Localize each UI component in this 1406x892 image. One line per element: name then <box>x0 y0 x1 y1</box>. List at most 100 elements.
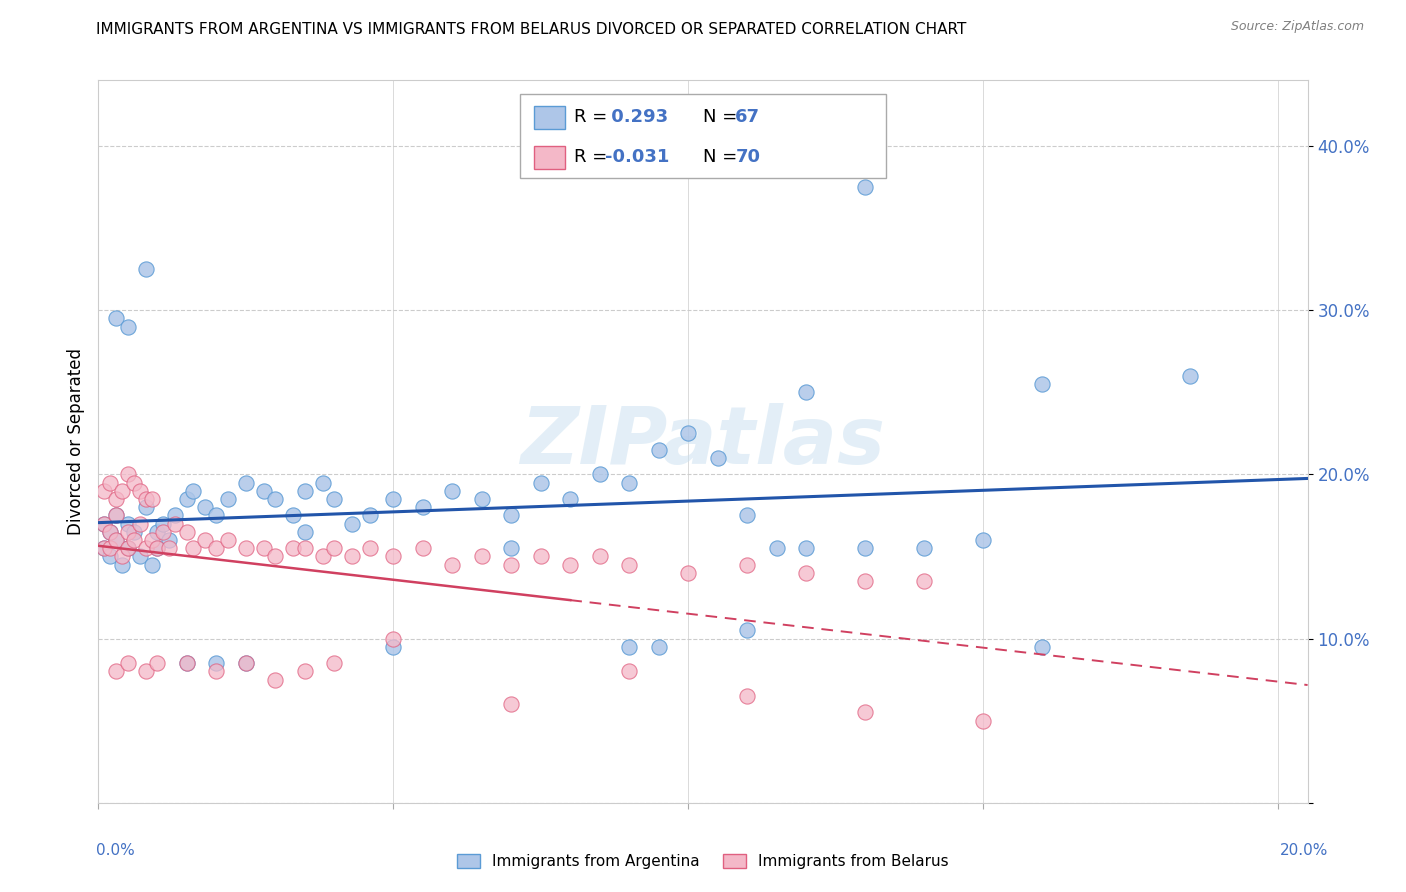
Point <box>117 516 139 531</box>
Point <box>111 549 134 564</box>
Point <box>135 500 157 515</box>
Text: ZIPatlas: ZIPatlas <box>520 402 886 481</box>
Point <box>176 657 198 671</box>
Point <box>98 524 121 539</box>
Point <box>912 541 935 556</box>
Point <box>105 533 128 547</box>
Text: 67: 67 <box>735 109 761 127</box>
Point <box>176 491 198 506</box>
Point <box>235 541 257 556</box>
Point <box>619 558 641 572</box>
Point <box>252 541 274 556</box>
Point <box>735 508 758 523</box>
Point <box>176 524 198 539</box>
Y-axis label: Divorced or Separated: Divorced or Separated <box>66 348 84 535</box>
Point <box>323 541 346 556</box>
Point <box>128 483 150 498</box>
Point <box>648 442 671 457</box>
Point <box>853 574 876 588</box>
Point <box>412 500 434 515</box>
Point <box>111 483 134 498</box>
Text: N =: N = <box>703 109 742 127</box>
Legend: Immigrants from Argentina, Immigrants from Belarus: Immigrants from Argentina, Immigrants fr… <box>451 847 955 875</box>
Point <box>111 558 134 572</box>
Point <box>122 475 145 490</box>
Point <box>157 533 180 547</box>
Point <box>560 491 582 506</box>
Point <box>217 533 239 547</box>
Point <box>128 516 150 531</box>
Point <box>340 549 363 564</box>
Point <box>294 665 316 679</box>
Point <box>311 549 333 564</box>
Point <box>294 524 316 539</box>
Point <box>530 549 553 564</box>
Point <box>105 311 128 326</box>
Point <box>359 541 381 556</box>
Point <box>176 657 198 671</box>
Point <box>235 657 257 671</box>
Point <box>619 475 641 490</box>
Point <box>648 640 671 654</box>
Point <box>678 426 700 441</box>
Point <box>157 541 180 556</box>
Point <box>117 524 139 539</box>
Point <box>93 541 115 556</box>
Point <box>165 516 187 531</box>
Point <box>264 491 287 506</box>
Point <box>323 491 346 506</box>
Point <box>117 467 139 482</box>
Point <box>181 541 204 556</box>
Point <box>735 558 758 572</box>
Point <box>205 657 228 671</box>
Point <box>264 673 287 687</box>
Point <box>146 657 169 671</box>
Point <box>194 533 217 547</box>
Point <box>235 475 257 490</box>
Point <box>794 566 817 580</box>
Point <box>152 516 174 531</box>
Point <box>105 665 128 679</box>
Point <box>105 491 128 506</box>
Point <box>471 549 494 564</box>
Text: Source: ZipAtlas.com: Source: ZipAtlas.com <box>1230 20 1364 33</box>
Point <box>93 541 115 556</box>
Point <box>382 549 405 564</box>
Point <box>141 533 163 547</box>
Point <box>678 566 700 580</box>
Point <box>135 541 157 556</box>
Point <box>264 549 287 564</box>
Point <box>706 450 728 465</box>
Point <box>152 524 174 539</box>
Point <box>340 516 363 531</box>
Point <box>98 524 121 539</box>
Point <box>135 665 157 679</box>
Point <box>205 541 228 556</box>
Point <box>105 533 128 547</box>
Point <box>501 558 523 572</box>
Point <box>205 665 228 679</box>
Point <box>1178 368 1201 383</box>
Point <box>359 508 381 523</box>
Point <box>122 524 145 539</box>
Point <box>141 558 163 572</box>
Point <box>589 549 612 564</box>
Point <box>530 475 553 490</box>
Point <box>441 483 464 498</box>
Point <box>93 516 115 531</box>
Point <box>281 541 304 556</box>
Point <box>1031 640 1053 654</box>
Point <box>181 483 204 498</box>
Point <box>146 541 169 556</box>
Text: -0.031: -0.031 <box>605 148 669 166</box>
Point <box>146 524 169 539</box>
Point <box>135 262 157 277</box>
Point <box>93 483 115 498</box>
Point <box>128 549 150 564</box>
Point <box>93 516 115 531</box>
Point <box>135 491 157 506</box>
Text: R =: R = <box>574 148 613 166</box>
Point <box>311 475 333 490</box>
Point <box>853 180 876 194</box>
Point <box>105 508 128 523</box>
